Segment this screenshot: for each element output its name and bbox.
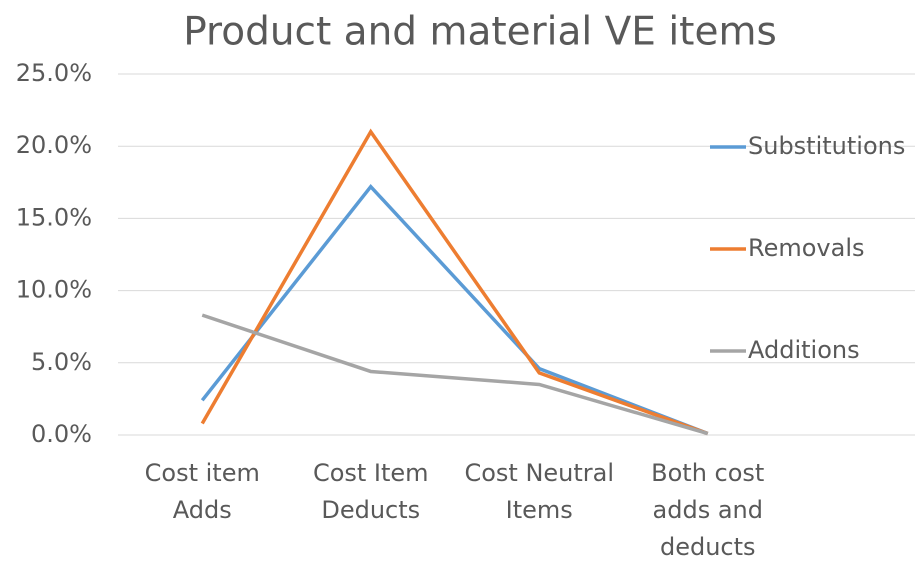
x-tick-label: Cost Neutral Items xyxy=(464,459,615,524)
chart-title: Product and material VE items xyxy=(183,10,777,55)
series-line xyxy=(200,128,709,436)
y-tick-label: 15.0% xyxy=(16,203,92,231)
series-line xyxy=(201,313,709,436)
y-tick-label: 25.0% xyxy=(16,59,92,87)
legend-label: Additions xyxy=(748,336,860,364)
y-tick-label: 20.0% xyxy=(16,131,92,159)
y-tick-label: 5.0% xyxy=(31,348,92,376)
legend-label: Substitutions xyxy=(748,132,905,160)
y-tick-label: 0.0% xyxy=(31,420,92,448)
x-tick-label: Both cost adds and deducts xyxy=(651,459,765,561)
x-tick-label: Cost item Adds xyxy=(144,459,260,524)
y-tick-label: 10.0% xyxy=(16,276,92,304)
series-line xyxy=(200,183,709,436)
x-tick-label: Cost Item Deducts xyxy=(312,459,429,524)
legend-label: Removals xyxy=(748,234,865,262)
